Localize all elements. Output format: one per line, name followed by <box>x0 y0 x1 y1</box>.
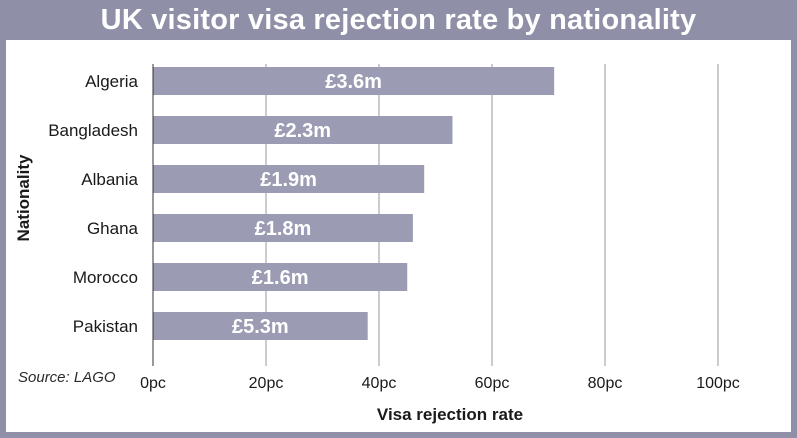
x-tick-label: 100pc <box>696 375 740 392</box>
x-axis-title: Visa rejection rate <box>377 405 523 424</box>
bar-label: £1.6m <box>252 267 309 289</box>
bar <box>153 165 425 193</box>
bar <box>153 312 368 340</box>
x-tick-label: 0pc <box>140 375 166 392</box>
bar-label: £3.6m <box>325 71 382 93</box>
bar-label: £1.9m <box>260 169 317 191</box>
x-tick-label: 60pc <box>475 375 510 392</box>
category-label: Ghana <box>87 219 139 238</box>
bar-label: £2.3m <box>274 120 331 142</box>
chart-title: UK visitor visa rejection rate by nation… <box>100 3 697 36</box>
bar <box>153 214 413 242</box>
y-axis-title: Nationality <box>14 154 33 241</box>
x-tick-label: 80pc <box>588 375 623 392</box>
x-tick-label: 40pc <box>362 375 397 392</box>
category-label: Bangladesh <box>48 121 138 140</box>
bar-label: £5.3m <box>232 316 289 338</box>
x-tick-label: 20pc <box>249 375 284 392</box>
title-bar: UK visitor visa rejection rate by nation… <box>0 0 797 40</box>
category-label: Morocco <box>73 268 138 287</box>
source-note: Source: LAGO <box>18 369 116 386</box>
category-label: Algeria <box>85 72 138 91</box>
category-label: Pakistan <box>73 317 138 336</box>
category-label: Albania <box>81 170 138 189</box>
bar <box>153 263 408 291</box>
bar-label: £1.8m <box>255 218 312 240</box>
bar <box>153 67 555 95</box>
bar <box>153 116 453 144</box>
